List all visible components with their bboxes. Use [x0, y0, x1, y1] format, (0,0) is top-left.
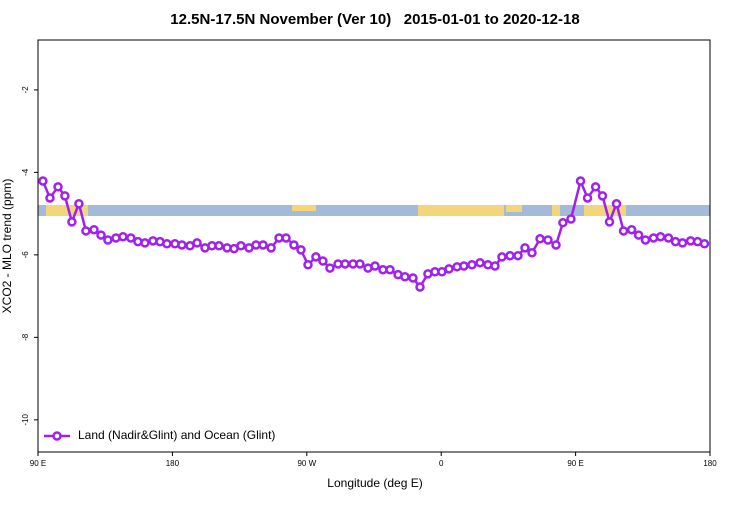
- legend-marker: [52, 431, 62, 441]
- data-point: [618, 226, 629, 236]
- data-point: [543, 235, 553, 245]
- data-point: [640, 235, 651, 245]
- data-point: [505, 250, 515, 261]
- data-point: [81, 226, 91, 236]
- data-point: [604, 217, 615, 227]
- data-point: [566, 214, 576, 224]
- data-point: [236, 241, 246, 251]
- data-point: [527, 248, 537, 258]
- legend-label: Land (Nadir&Glint) and Ocean (Glint): [78, 428, 275, 442]
- data-point: [535, 234, 545, 244]
- x-tick-label: 90 E: [30, 459, 46, 468]
- data-point: [475, 257, 485, 268]
- data-point: [520, 243, 530, 253]
- data-point: [74, 198, 84, 209]
- data-point: [266, 243, 276, 253]
- data-point: [281, 233, 291, 243]
- data-point: [575, 176, 586, 186]
- data-point: [677, 238, 688, 248]
- data-point: [45, 193, 55, 203]
- ocean-band: [38, 205, 710, 216]
- data-point: [303, 260, 313, 270]
- data-point: [118, 231, 128, 242]
- data-point: [53, 182, 63, 192]
- data-point: [633, 230, 644, 240]
- data-point: [558, 217, 568, 228]
- data-point: [497, 252, 507, 262]
- data-point: [289, 240, 299, 250]
- data-point: [296, 245, 306, 255]
- y-tick-label: -2: [21, 86, 30, 94]
- data-point: [459, 261, 469, 271]
- data-point: [177, 240, 187, 250]
- data-point: [699, 238, 710, 249]
- x-tick-label: 180: [703, 459, 717, 468]
- data-point: [551, 240, 561, 250]
- data-point: [103, 235, 113, 245]
- land-patch: [292, 205, 316, 211]
- land-patch: [418, 205, 504, 216]
- data-point: [415, 282, 425, 292]
- data-point: [89, 224, 99, 235]
- x-tick-label: 90 W: [297, 459, 316, 468]
- data-point: [311, 252, 321, 262]
- data-point: [590, 182, 601, 192]
- legend-item: Land (Nadir&Glint) and Ocean (Glint): [44, 428, 275, 442]
- x-tick-label: 180: [166, 459, 180, 468]
- data-point: [444, 264, 454, 274]
- data-point: [597, 191, 608, 201]
- data-point: [214, 241, 224, 251]
- data-point: [513, 250, 523, 261]
- data-point: [258, 240, 268, 250]
- data-point: [626, 224, 637, 235]
- data-point: [355, 259, 365, 269]
- data-point: [192, 238, 202, 248]
- data-point: [408, 273, 418, 283]
- data-point: [96, 230, 106, 240]
- y-axis-label: XCO2 - MLO trend (ppm): [0, 179, 14, 314]
- data-point: [67, 217, 77, 227]
- data-point: [611, 198, 622, 209]
- data-point: [663, 233, 674, 243]
- y-tick-label: -4: [21, 168, 30, 176]
- data-point: [325, 263, 335, 273]
- x-axis-label: Longitude (deg E): [327, 476, 422, 490]
- y-tick-label: -6: [21, 251, 30, 259]
- data-point: [582, 193, 593, 203]
- plot-frame: [37, 39, 711, 453]
- data-point: [318, 256, 328, 266]
- x-tick-label: 0: [439, 459, 444, 468]
- data-point: [490, 261, 500, 271]
- chart-title: 12.5N-17.5N November (Ver 10) 2015-01-01…: [170, 11, 579, 28]
- land-patch: [584, 205, 626, 216]
- data-point: [38, 176, 48, 186]
- land-ocean-band: [38, 205, 710, 216]
- data-point: [126, 233, 136, 243]
- y-tick-label: -8: [21, 333, 30, 341]
- data-point: [60, 191, 70, 201]
- data-point: [340, 259, 350, 269]
- data-point: [655, 231, 666, 242]
- data-point: [140, 238, 150, 248]
- data-point: [162, 238, 172, 249]
- x-tick-label: 90 E: [567, 459, 583, 468]
- y-tick-label: -10: [21, 413, 30, 425]
- data-point: [370, 261, 380, 271]
- data-point: [385, 264, 395, 275]
- land-patch: [46, 205, 88, 216]
- data-point: [400, 271, 410, 282]
- data-point: [467, 260, 477, 270]
- land-patch: [506, 205, 522, 212]
- land-patch: [552, 205, 560, 216]
